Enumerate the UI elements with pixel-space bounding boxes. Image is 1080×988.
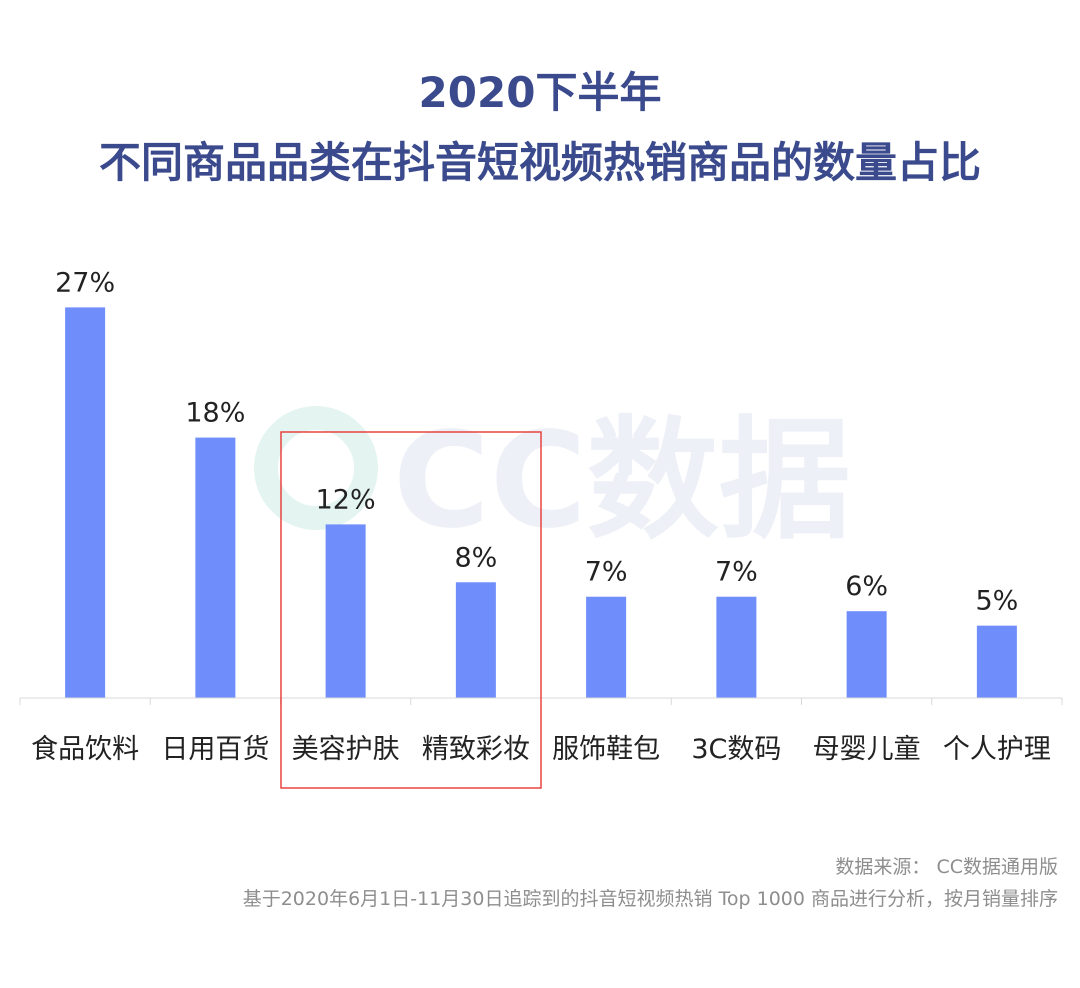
category-label: 3C数码 [691,734,781,765]
data-label: 7% [715,557,758,588]
data-label: 12% [316,484,376,515]
category-label: 精致彩妆 [422,734,530,765]
bar [65,307,106,698]
chart-subtitle: 不同商品品类在抖音短视频热销商品的数量占比 [98,138,981,187]
bar [455,582,496,698]
category-label: 母婴儿童 [813,734,921,765]
data-label: 27% [55,267,115,298]
data-label: 18% [185,398,245,429]
bar [716,596,757,698]
data-label: 8% [454,542,497,573]
category-label: 美容护肤 [292,734,400,765]
highlight-box [280,431,542,789]
category-label: 服饰鞋包 [552,734,660,765]
bar [586,596,627,698]
data-label: 7% [585,557,628,588]
data-label: 5% [975,586,1018,617]
category-label: 日用百货 [161,734,269,765]
data-label: 6% [845,571,888,602]
bar [846,611,887,698]
category-label: 个人护理 [943,734,1051,765]
bar [195,437,236,698]
method-note: 基于2020年6月1日-11月30日追踪到的抖音短视频热销 Top 1000 商… [242,888,1058,910]
chart-title: 2020下半年 [418,68,662,117]
category-label: 食品饮料 [31,734,139,765]
bar [325,524,366,698]
source-note: 数据来源： CC数据通用版 [835,856,1058,878]
bar [976,625,1017,698]
